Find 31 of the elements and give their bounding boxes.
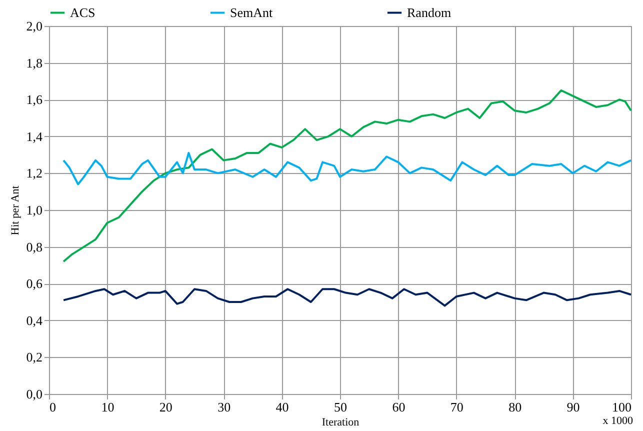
legend-label: ACS — [70, 4, 96, 20]
y-tick-label: 1,0 — [26, 202, 42, 218]
x-tick-label: 90 — [566, 400, 580, 414]
x-tick-label: 80 — [508, 400, 522, 414]
y-tick-label: 0,0 — [26, 386, 42, 402]
x-tick-label: 40 — [276, 400, 289, 414]
x-tick-label: 50 — [334, 400, 347, 414]
y-tick-label: 1,6 — [26, 92, 43, 108]
x-axis-title: Iteration — [322, 416, 360, 428]
y-tick-label: 1,4 — [26, 128, 43, 144]
x-tick-label: 30 — [218, 400, 231, 414]
line-series — [62, 152, 632, 186]
x-tick-label: 70 — [450, 400, 464, 414]
line-series — [62, 89, 632, 263]
x-tick-label: 10 — [101, 400, 114, 414]
legend-label: SemAnt — [230, 4, 273, 20]
y-tick-label: 2,0 — [26, 18, 42, 34]
y-tick-label: 0,4 — [26, 312, 43, 328]
x-tick-label: 100 — [612, 400, 632, 414]
y-axis-title: Hit per Ant — [9, 186, 22, 236]
line-series — [62, 288, 632, 307]
legend-label: Random — [407, 4, 452, 20]
y-tick-label: 0,8 — [26, 239, 42, 254]
y-tick-label: 1,8 — [26, 55, 42, 70]
y-tick-label: 1,2 — [26, 166, 42, 181]
x-tick-label: 0 — [50, 400, 56, 414]
y-tick-label: 0,2 — [26, 350, 42, 365]
x-tick-label: 20 — [159, 400, 172, 414]
x-tick-label: 60 — [392, 400, 406, 414]
text: x 1000 — [602, 415, 633, 427]
y-tick-label: 0,6 — [26, 276, 43, 292]
